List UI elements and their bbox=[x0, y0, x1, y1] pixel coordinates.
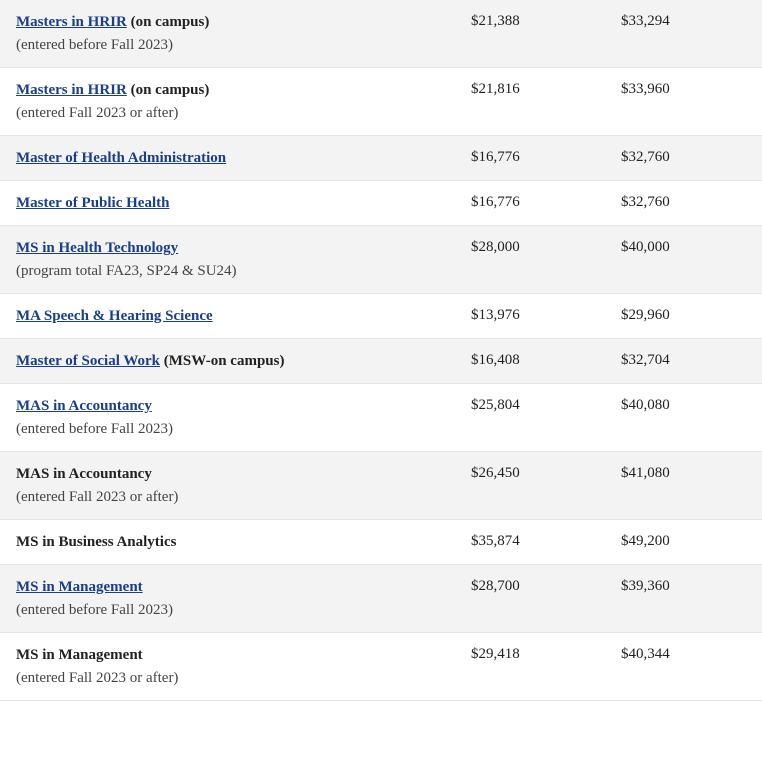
program-cell: MS in Management (entered Fall 2023 or af… bbox=[16, 646, 471, 687]
program-link[interactable]: Masters in HRIR bbox=[16, 14, 127, 30]
program-cell: Masters in HRIR (on campus) (entered befo… bbox=[16, 13, 471, 54]
program-link[interactable]: MS in Health Technology bbox=[16, 240, 178, 256]
program-suffix: (MSW-on campus) bbox=[160, 353, 284, 369]
program-suffix: (on campus) bbox=[127, 14, 210, 30]
value-col-2: $40,080 bbox=[621, 397, 746, 438]
program-note: (entered before Fall 2023) bbox=[16, 602, 461, 619]
value-col-2: $39,360 bbox=[621, 578, 746, 619]
program-cell: MS in Management (entered before Fall 202… bbox=[16, 578, 471, 619]
program-cell: Master of Health Administration bbox=[16, 149, 471, 167]
table-row: MS in Business Analytics $35,874$49,200 bbox=[0, 520, 762, 565]
table-row: MS in Management (entered before Fall 202… bbox=[0, 565, 762, 633]
value-col-2: $40,344 bbox=[621, 646, 746, 687]
value-col-2: $29,960 bbox=[621, 307, 746, 325]
value-col-1: $13,976 bbox=[471, 307, 621, 325]
value-col-1: $28,700 bbox=[471, 578, 621, 619]
program-cell: Master of Social Work (MSW-on campus) bbox=[16, 352, 471, 370]
program-title: MS in Management bbox=[16, 647, 143, 663]
table-row: MAS in Accountancy (entered before Fall 2… bbox=[0, 384, 762, 452]
value-col-1: $16,408 bbox=[471, 352, 621, 370]
value-col-2: $32,760 bbox=[621, 194, 746, 212]
program-cell: MAS in Accountancy (entered Fall 2023 or … bbox=[16, 465, 471, 506]
program-cell: Masters in HRIR (on campus) (entered Fall… bbox=[16, 81, 471, 122]
program-link[interactable]: Master of Health Administration bbox=[16, 150, 226, 166]
value-col-1: $16,776 bbox=[471, 149, 621, 167]
program-note: (program total FA23, SP24 & SU24) bbox=[16, 263, 461, 280]
value-col-2: $33,960 bbox=[621, 81, 746, 122]
table-row: Masters in HRIR (on campus) (entered Fall… bbox=[0, 68, 762, 136]
program-note: (entered before Fall 2023) bbox=[16, 421, 461, 438]
table-row: Master of Social Work (MSW-on campus)$16… bbox=[0, 339, 762, 384]
value-col-1: $16,776 bbox=[471, 194, 621, 212]
program-note: (entered Fall 2023 or after) bbox=[16, 105, 461, 122]
value-col-2: $32,760 bbox=[621, 149, 746, 167]
table-row: MS in Health Technology (program total FA… bbox=[0, 226, 762, 294]
program-note: (entered Fall 2023 or after) bbox=[16, 489, 461, 506]
tuition-table: Masters in HRIR (on campus) (entered befo… bbox=[0, 0, 762, 701]
value-col-1: $21,388 bbox=[471, 13, 621, 54]
program-link[interactable]: Master of Social Work bbox=[16, 353, 160, 369]
program-note: (entered Fall 2023 or after) bbox=[16, 670, 461, 687]
program-note: (entered before Fall 2023) bbox=[16, 37, 461, 54]
table-row: Masters in HRIR (on campus) (entered befo… bbox=[0, 0, 762, 68]
program-title: MAS in Accountancy bbox=[16, 466, 152, 482]
program-cell: Master of Public Health bbox=[16, 194, 471, 212]
value-col-2: $41,080 bbox=[621, 465, 746, 506]
program-suffix: (on campus) bbox=[127, 82, 210, 98]
program-title: MS in Business Analytics bbox=[16, 534, 176, 550]
value-col-1: $28,000 bbox=[471, 239, 621, 280]
program-link[interactable]: MA Speech & Hearing Science bbox=[16, 308, 213, 324]
table-row: Master of Public Health $16,776$32,760 bbox=[0, 181, 762, 226]
value-col-1: $21,816 bbox=[471, 81, 621, 122]
value-col-1: $29,418 bbox=[471, 646, 621, 687]
program-cell: MAS in Accountancy (entered before Fall 2… bbox=[16, 397, 471, 438]
program-link[interactable]: Master of Public Health bbox=[16, 195, 169, 211]
value-col-2: $49,200 bbox=[621, 533, 746, 551]
program-cell: MS in Health Technology (program total FA… bbox=[16, 239, 471, 280]
value-col-1: $35,874 bbox=[471, 533, 621, 551]
program-link[interactable]: Masters in HRIR bbox=[16, 82, 127, 98]
value-col-2: $40,000 bbox=[621, 239, 746, 280]
table-row: MAS in Accountancy (entered Fall 2023 or … bbox=[0, 452, 762, 520]
value-col-1: $25,804 bbox=[471, 397, 621, 438]
program-cell: MS in Business Analytics bbox=[16, 533, 471, 551]
program-cell: MA Speech & Hearing Science bbox=[16, 307, 471, 325]
table-row: MA Speech & Hearing Science $13,976$29,96… bbox=[0, 294, 762, 339]
table-row: MS in Management (entered Fall 2023 or af… bbox=[0, 633, 762, 701]
value-col-2: $32,704 bbox=[621, 352, 746, 370]
program-link[interactable]: MS in Management bbox=[16, 579, 143, 595]
program-link[interactable]: MAS in Accountancy bbox=[16, 398, 152, 414]
value-col-2: $33,294 bbox=[621, 13, 746, 54]
table-row: Master of Health Administration $16,776$3… bbox=[0, 136, 762, 181]
value-col-1: $26,450 bbox=[471, 465, 621, 506]
